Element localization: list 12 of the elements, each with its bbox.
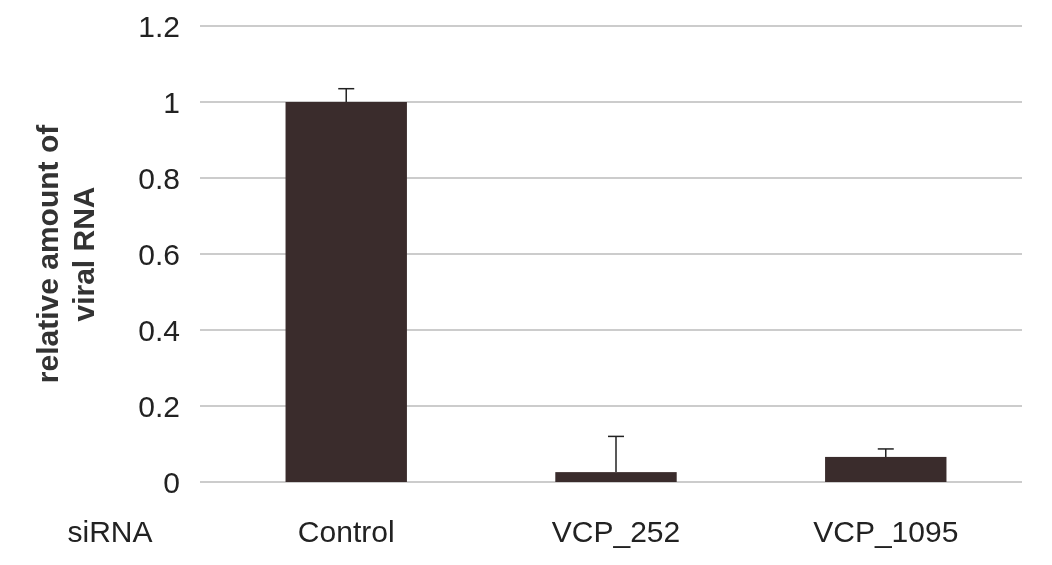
text: siRNA: [67, 515, 153, 548]
y-tick-label: 1: [163, 85, 180, 119]
x-tick-label: VCP_1095: [813, 515, 959, 548]
y-tick-label: 0.8: [138, 161, 180, 195]
x-tick-label: VCP_252: [551, 515, 681, 548]
y-tick-label: 0: [163, 465, 180, 499]
y-axis-title: relative amount of viral RNA: [31, 123, 100, 384]
y-tick-label: 0.6: [138, 237, 180, 271]
x-tick-label: Control: [297, 515, 395, 548]
y-tick-label: 0.4: [138, 313, 180, 347]
y-tick-label: 1.2: [138, 9, 180, 43]
y-tick-label: 0.2: [138, 389, 180, 423]
